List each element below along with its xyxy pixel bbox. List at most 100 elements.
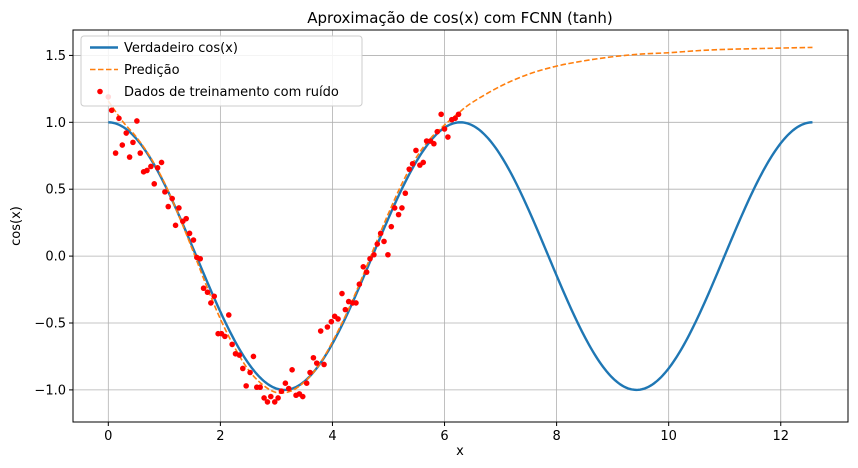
y-tick-label: −1.0	[34, 383, 66, 398]
scatter-point	[239, 365, 246, 372]
scatter-point	[321, 361, 327, 368]
scatter-point	[402, 190, 409, 197]
scatter-point	[165, 203, 172, 210]
scatter-point	[119, 142, 126, 148]
scatter-point	[381, 238, 387, 245]
scatter-point	[271, 399, 278, 405]
scatter-point	[342, 306, 349, 313]
scatter-point	[385, 251, 391, 258]
scatter-point	[208, 300, 214, 306]
scatter-point	[310, 354, 317, 361]
x-axis-label: x	[456, 444, 464, 459]
y-tick-label: 1.5	[45, 49, 66, 64]
scatter-point	[367, 255, 373, 262]
scatter-point	[130, 139, 136, 146]
y-axis-label: cos(x)	[9, 206, 24, 246]
scatter-point	[123, 130, 130, 136]
scatter-point	[257, 384, 263, 391]
scatter-point	[324, 324, 331, 330]
scatter-point	[236, 352, 243, 358]
scatter-point	[328, 318, 335, 325]
scatter-point	[264, 399, 271, 405]
scatter-point	[151, 181, 158, 187]
x-tick-label: 8	[552, 429, 560, 444]
scatter-point	[126, 154, 133, 160]
scatter-point	[275, 395, 281, 401]
scatter-point	[285, 385, 292, 392]
scatter-point	[339, 290, 345, 297]
scatter-point	[116, 115, 122, 122]
scatter-point	[183, 215, 189, 222]
scatter-point	[388, 223, 395, 230]
x-tick-label: 6	[440, 429, 448, 444]
scatter-point	[360, 264, 367, 270]
scatter-point	[200, 285, 207, 292]
series-line-true-cos	[108, 121, 813, 392]
scatter-point	[204, 289, 211, 296]
scatter-point	[172, 222, 179, 229]
legend-frame	[80, 35, 363, 107]
scatter-point	[441, 126, 448, 132]
scatter-point	[307, 369, 313, 376]
scatter-point	[158, 159, 165, 166]
scatter-point	[250, 353, 257, 360]
scatter-point	[137, 150, 144, 156]
scatter-point	[335, 316, 341, 322]
scatter-point	[261, 395, 267, 401]
legend-marker-data	[97, 88, 103, 95]
scatter-point	[452, 115, 458, 122]
scatter-point	[391, 205, 398, 211]
legend-label-data: Dados de treinamento com ruído	[124, 85, 339, 100]
legend-label-true: Verdadeiro cos(x)	[124, 41, 238, 56]
scatter-point	[289, 367, 295, 373]
scatter-point	[317, 328, 324, 334]
scatter-point	[395, 211, 402, 218]
scatter-point	[299, 393, 306, 400]
scatter-point	[356, 281, 363, 288]
scatter-point	[399, 205, 405, 211]
x-tick-label: 4	[328, 429, 336, 444]
scatter-point	[197, 255, 204, 262]
scatter-point	[423, 138, 430, 144]
plot-area	[105, 46, 813, 405]
scatter-point	[278, 388, 285, 395]
scatter-point	[229, 341, 235, 348]
scatter-point	[438, 111, 444, 118]
y-tick-label: 0.0	[45, 250, 66, 265]
scatter-point	[186, 230, 193, 237]
scatter-point	[313, 360, 320, 366]
scatter-point	[445, 134, 451, 140]
scatter-point	[169, 195, 175, 202]
scatter-point	[112, 150, 119, 156]
scatter-point	[148, 163, 154, 170]
scatter-point	[434, 128, 441, 135]
x-tick-label: 10	[660, 429, 677, 444]
scatter-point	[374, 241, 381, 247]
series-line-prediction	[107, 46, 813, 394]
scatter-point	[108, 107, 115, 114]
scatter-point	[243, 383, 249, 389]
scatter-point	[377, 230, 384, 237]
scatter-point	[162, 189, 168, 195]
scatter-point	[222, 333, 228, 340]
x-tick-label: 0	[104, 429, 112, 444]
scatter-point	[154, 165, 161, 171]
scatter-point	[371, 251, 377, 258]
scatter-point	[225, 312, 232, 318]
axes-frame	[72, 29, 849, 423]
scatter-point	[268, 393, 274, 400]
scatter-point	[190, 237, 197, 243]
scatter-point	[134, 118, 140, 124]
scatter-point	[413, 147, 419, 154]
scatter-point	[282, 380, 289, 387]
scatter-point	[431, 140, 437, 147]
scatter-point	[455, 111, 462, 118]
scatter-point	[247, 369, 253, 376]
scatter-point	[420, 159, 427, 166]
scatter-point	[353, 300, 359, 306]
legend-label-prediction: Predição	[124, 63, 180, 78]
scatter-point	[211, 293, 218, 300]
y-tick-label: 0.5	[45, 183, 66, 198]
scatter-point	[144, 167, 150, 174]
grid	[73, 30, 848, 422]
